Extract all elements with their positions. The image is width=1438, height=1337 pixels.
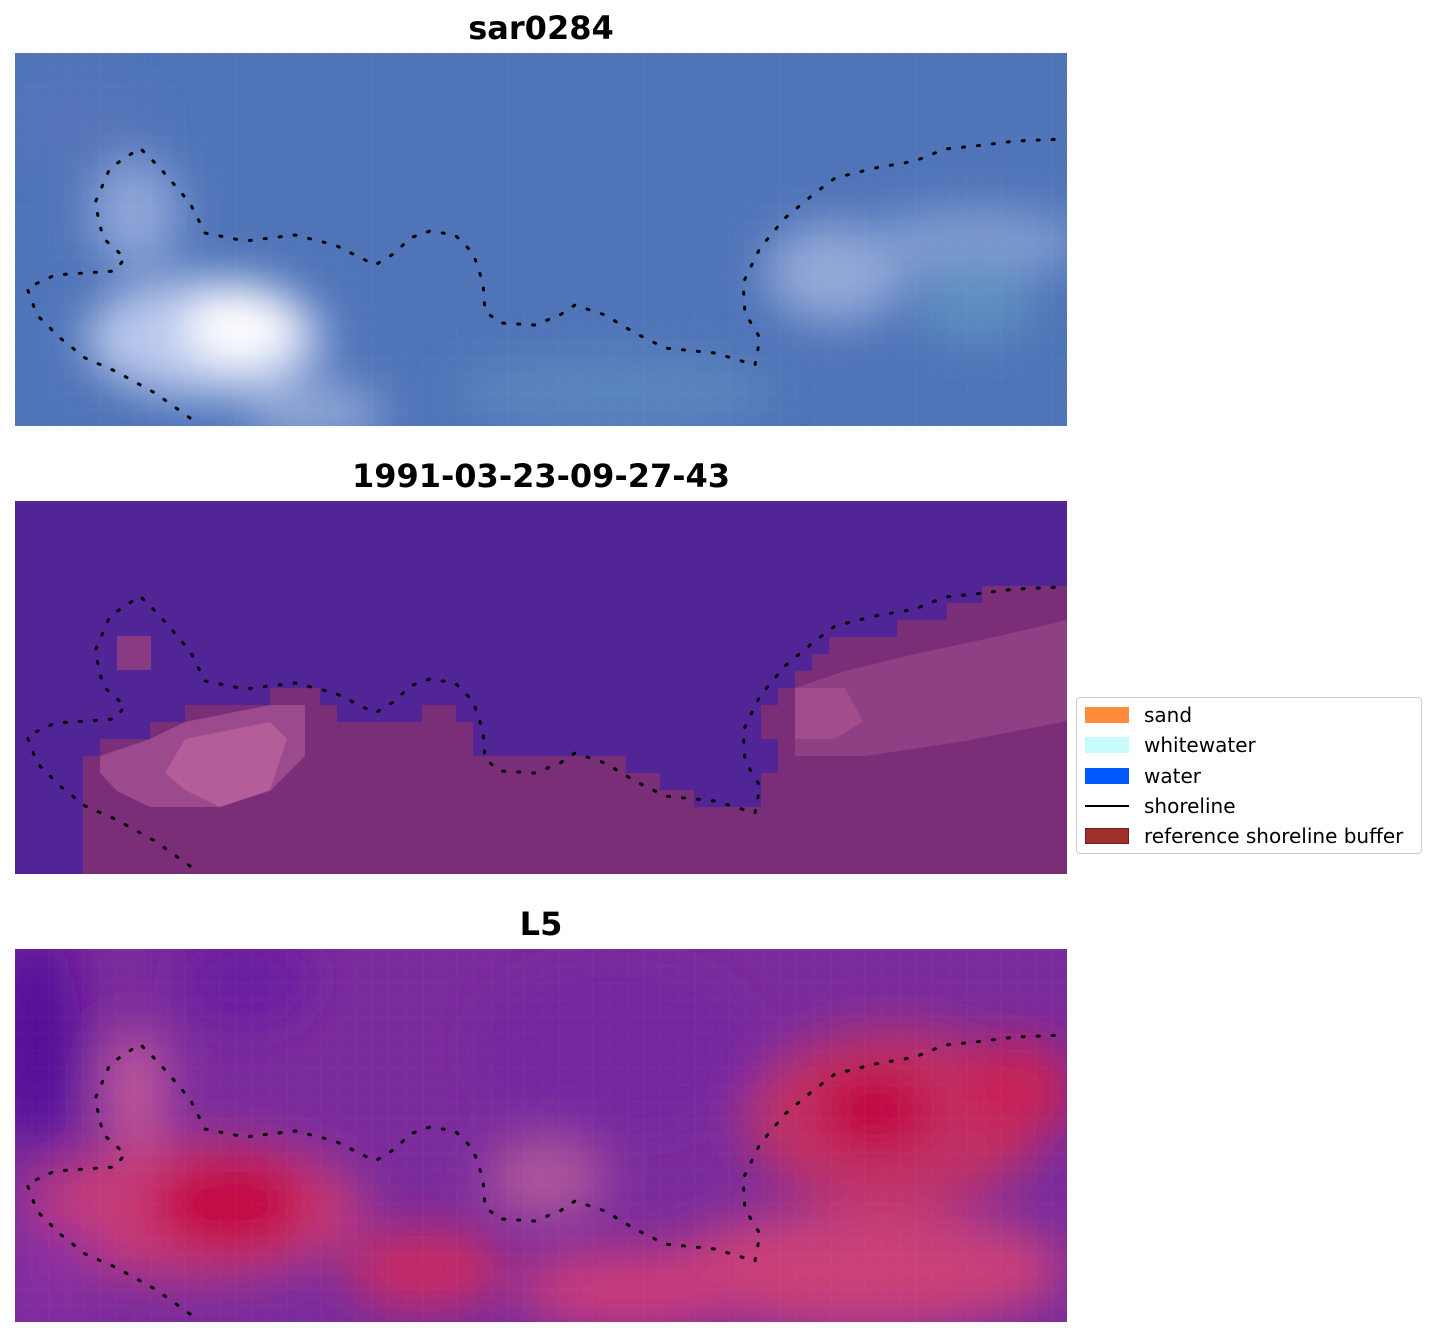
legend-item-water: water — [1085, 764, 1201, 788]
panel-title-rgb: sar0284 — [468, 9, 614, 47]
legend-label: sand — [1144, 703, 1193, 727]
panel-title-classified: 1991-03-23-09-27-43 — [351, 457, 731, 495]
legend-label: water — [1144, 764, 1201, 788]
legend-line-shoreline — [1085, 805, 1129, 807]
legend-label: shoreline — [1144, 794, 1236, 818]
rgb-image — [15, 53, 1067, 426]
legend-label: whitewater — [1144, 733, 1256, 757]
legend-item-whitewater: whitewater — [1085, 733, 1256, 757]
legend-label: reference shoreline buffer — [1144, 824, 1404, 848]
legend-swatch-water — [1085, 768, 1129, 784]
legend: sand whitewater water shoreline referenc… — [1076, 697, 1422, 854]
legend-swatch-reference-buffer — [1085, 828, 1129, 844]
classified-image — [15, 501, 1067, 874]
legend-item-shoreline: shoreline — [1085, 794, 1236, 818]
legend-swatch-sand — [1085, 707, 1129, 723]
legend-item-sand: sand — [1085, 703, 1192, 727]
panel-title-index: L5 — [519, 905, 563, 943]
legend-item-reference-buffer: reference shoreline buffer — [1085, 824, 1403, 848]
legend-swatch-whitewater — [1085, 737, 1129, 753]
index-image — [15, 949, 1067, 1322]
